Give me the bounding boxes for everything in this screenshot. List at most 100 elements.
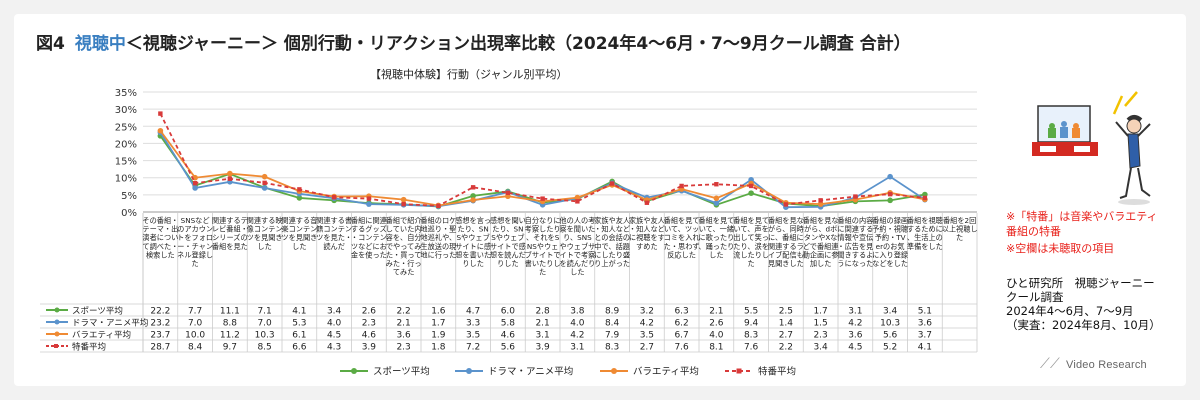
series-line	[159, 135, 926, 208]
y-tick-label: 0%	[121, 208, 137, 219]
data-point	[366, 196, 372, 201]
data-label: 1.8	[431, 343, 446, 353]
data-label: 3.1	[535, 331, 549, 341]
chart-card	[14, 14, 1186, 386]
x-tick-label: 自分なりに考察したり、それをS NSやウェブサイトで書いたりした	[525, 216, 561, 277]
y-tick-label: 10%	[115, 174, 137, 185]
data-point	[922, 195, 928, 201]
x-tick-label: 感想を聞いたり、SN Sやウェブサイトで感想を読んだりした	[490, 216, 526, 268]
tv-viewer-illustration	[1032, 91, 1151, 205]
data-point	[297, 187, 302, 192]
data-label: 6.3	[674, 307, 688, 317]
x-tick-label: 関連する書籍コンテンツを見た・読んだ	[316, 216, 352, 251]
source-line-3: 2024年4～6月、7～9月	[1006, 304, 1134, 318]
data-point	[436, 203, 441, 209]
x-tick-label: SNSなどのアカウントをフォロー・チャンネル登録した	[177, 216, 213, 268]
data-point	[227, 176, 233, 181]
data-label: 1.4	[779, 319, 794, 329]
data-label: 3.6	[848, 331, 863, 341]
data-label: 5.1	[918, 307, 932, 317]
data-point	[887, 191, 893, 197]
x-tick-label: 関連する音楽コンテンツを見聞きした	[281, 216, 317, 251]
data-label: 4.3	[327, 343, 341, 353]
data-label: 11.1	[220, 307, 240, 317]
data-point	[331, 195, 337, 200]
data-point	[470, 197, 476, 203]
legend-marker	[351, 368, 357, 374]
x-tick-label: 番組に関連するグッズ・コンテンツなどにお金を使った	[351, 216, 387, 259]
data-label: 7.0	[188, 319, 203, 329]
data-label: 4.1	[292, 307, 306, 317]
data-point	[713, 195, 720, 202]
x-tick-label: 番組の内容に関連する情報や宣伝・広告を見聞きするようになった	[837, 216, 873, 268]
legend-label: ドラマ・アニメ平均	[488, 366, 573, 378]
data-label: 1.6	[431, 307, 446, 317]
table-legend-marker	[54, 319, 60, 325]
data-label: 10.0	[185, 331, 205, 341]
data-point	[227, 170, 233, 177]
data-label: 10.3	[880, 319, 900, 329]
data-label: 4.2	[848, 319, 862, 329]
data-label: 3.4	[883, 307, 898, 317]
data-point	[853, 194, 858, 199]
table-series-name: バラエティ平均	[72, 330, 131, 341]
table-series-name: スポーツ平均	[72, 306, 123, 317]
note-blank: ※空欄は未聴取の項目	[1006, 242, 1115, 255]
legend-marker	[611, 368, 617, 374]
data-point	[818, 198, 823, 203]
data-label: 7.6	[744, 343, 759, 353]
data-label: 28.7	[150, 343, 170, 353]
source-line-4: （実査：2024年8月、10月）	[1006, 318, 1161, 332]
data-label: 2.3	[396, 343, 410, 353]
data-point	[192, 185, 198, 191]
data-point	[158, 111, 163, 116]
data-point	[366, 201, 372, 207]
figure-label: 図4	[36, 34, 65, 54]
data-label: 5.3	[292, 319, 306, 329]
data-point	[192, 181, 198, 186]
x-tick-label: 番組で紹介していた内容を、自分でやってみた・買ってみた・行ってみた	[386, 216, 423, 277]
data-label: 4.1	[918, 343, 932, 353]
data-point	[505, 190, 511, 195]
data-point	[887, 197, 893, 204]
data-point	[714, 182, 719, 187]
data-label: 2.1	[709, 307, 723, 317]
data-label: 4.0	[709, 331, 724, 341]
data-label: 3.2	[640, 307, 654, 317]
x-tick-label: 家族や友人・知人などとの会話の中で、話題にしたり盛り上がった	[594, 216, 630, 268]
data-label: 3.5	[640, 331, 654, 341]
legend-label: スポーツ平均	[373, 366, 430, 378]
data-label: 2.2	[779, 343, 793, 353]
data-label: 4.2	[640, 319, 654, 329]
table-series-name: ドラマ・アニメ平均	[72, 318, 148, 329]
data-label: 1.7	[431, 319, 445, 329]
y-tick-label: 20%	[115, 139, 137, 150]
data-point	[157, 127, 164, 134]
title-text: ＜視聴ジャーニー＞ 個別行動・リアクション出現率比較（2024年4～6月・7～9…	[125, 34, 911, 54]
data-point	[401, 201, 406, 207]
data-point	[713, 200, 720, 206]
data-point	[679, 183, 684, 189]
y-tick-label: 5%	[121, 191, 137, 202]
logo-mark-icon: ⟋⟋	[1040, 355, 1060, 371]
data-label: 1.7	[813, 307, 827, 317]
table-legend-marker	[54, 307, 60, 313]
data-point	[540, 196, 545, 201]
data-label: 8.5	[257, 343, 271, 353]
data-point	[887, 173, 893, 180]
data-point	[748, 183, 754, 189]
data-label: 3.9	[535, 343, 550, 353]
data-label: 5.6	[883, 331, 898, 341]
data-label: 7.0	[257, 319, 272, 329]
data-label: 8.4	[188, 343, 203, 353]
data-label: 7.2	[466, 343, 480, 353]
x-tick-label: 家族や友人・知人などに視聴をすすめた	[629, 216, 665, 251]
data-label: 6.2	[674, 319, 688, 329]
data-label: 5.2	[883, 343, 897, 353]
data-label: 3.3	[466, 319, 480, 329]
data-label: 7.1	[257, 307, 271, 317]
data-point	[470, 185, 476, 190]
note-special: ※「特番」は音楽やバラエティ	[1006, 210, 1158, 223]
data-point	[574, 194, 581, 201]
source-block: ひと研究所 視聴ジャーニー クール調査 2024年4～6月、7～9月 （実査：2…	[1006, 276, 1161, 332]
